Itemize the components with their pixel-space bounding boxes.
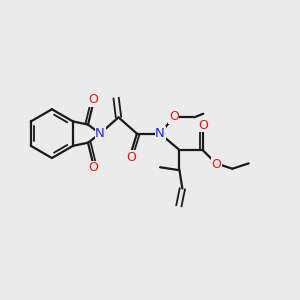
Text: O: O (88, 93, 98, 106)
Text: O: O (169, 110, 179, 123)
Text: O: O (88, 161, 98, 174)
Text: O: O (211, 158, 221, 171)
Text: O: O (126, 151, 136, 164)
Text: O: O (198, 118, 208, 131)
Text: N: N (95, 127, 105, 140)
Text: N: N (155, 127, 165, 140)
